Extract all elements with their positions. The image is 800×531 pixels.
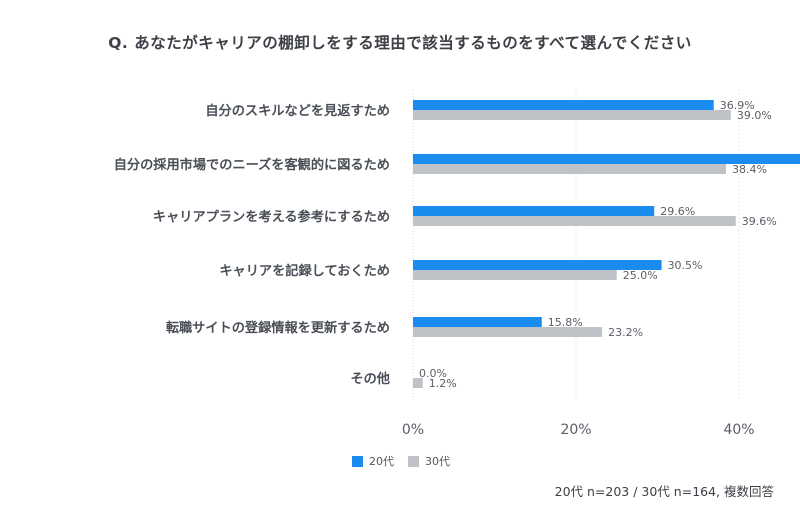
bar-30s	[413, 270, 617, 280]
category-label: 自分の採用市場でのニーズを客観的に図るため	[114, 156, 390, 173]
data-label: 39.0%	[737, 109, 772, 122]
data-label: 38.4%	[732, 163, 767, 176]
bar-20s	[413, 154, 800, 164]
legend: 20代 30代	[352, 453, 464, 469]
bar-20s	[413, 260, 662, 270]
bar-20s	[413, 317, 542, 327]
bar-30s	[413, 110, 731, 120]
sample-size-footnote: 20代 n=203 / 30代 n=164, 複数回答	[554, 484, 774, 499]
legend-swatch-30s	[408, 455, 419, 467]
data-label: 1.2%	[429, 377, 457, 390]
data-label: 23.2%	[608, 326, 643, 339]
x-tick-label: 40%	[723, 422, 754, 438]
bar-30s	[413, 327, 603, 337]
bar-30s	[413, 216, 736, 226]
data-label: 29.6%	[660, 205, 695, 218]
bar-30s	[413, 164, 726, 174]
legend-label-30s: 30代	[425, 455, 450, 468]
data-label: 30.5%	[668, 259, 703, 272]
x-tick-label: 0%	[402, 422, 424, 438]
legend-item-30s: 30代	[408, 453, 450, 469]
bar-20s	[413, 206, 655, 216]
legend-swatch-20s	[352, 455, 363, 467]
data-label: 0.0%	[419, 367, 447, 380]
data-label: 15.8%	[548, 316, 583, 329]
category-label: その他	[350, 370, 390, 387]
data-label: 39.6%	[742, 215, 777, 228]
category-label: キャリアプランを考える参考にするため	[153, 208, 390, 225]
legend-label-20s: 20代	[369, 455, 394, 468]
category-label: 転職サイトの登録情報を更新するため	[166, 319, 390, 336]
x-tick-label: 20%	[560, 422, 591, 438]
data-label: 25.0%	[623, 269, 658, 282]
category-label: 自分のスキルなどを見返すため	[205, 102, 390, 119]
chart-title: Q. あなたがキャリアの棚卸しをする理由で該当するものをすべて選んでください	[108, 34, 692, 52]
data-label: 36.9%	[720, 99, 755, 112]
bar-20s	[413, 100, 714, 110]
legend-item-20s: 20代	[352, 453, 394, 469]
bar-30s	[413, 378, 423, 388]
category-label: キャリアを記録しておくため	[219, 262, 390, 279]
